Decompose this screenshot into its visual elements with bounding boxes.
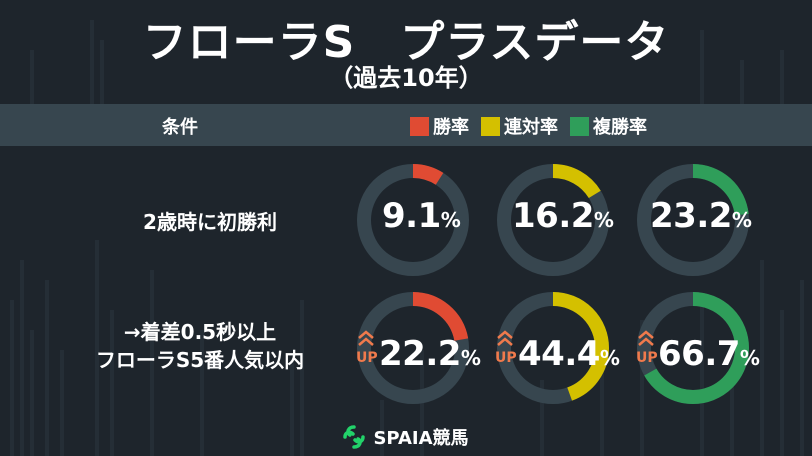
donut-win-row1 — [357, 164, 469, 276]
double-chevron-up-icon — [497, 330, 513, 346]
value-place-row2: 66.7% — [658, 334, 760, 374]
legend-label: 複勝率 — [593, 117, 647, 138]
legend-item-win: 勝率 — [410, 113, 469, 139]
donut-quinella-row1 — [497, 164, 609, 276]
legend-item-quinella: 連対率 — [481, 113, 558, 139]
donut-quinella-row2 — [497, 292, 609, 404]
double-chevron-up-icon — [358, 330, 374, 346]
up-indicator-win: UP — [356, 330, 378, 365]
footer-brand: SPAIA競馬 — [0, 424, 812, 450]
condition-header: 条件 — [162, 117, 198, 138]
value-win-row1: 9.1% — [382, 196, 461, 236]
legend-swatch-yellow — [481, 116, 500, 136]
value-quinella-row1: 16.2% — [512, 196, 614, 236]
value-win-row2: 22.2% — [379, 334, 481, 374]
legend-swatch-red — [410, 116, 429, 136]
up-indicator-place: UP — [636, 330, 658, 365]
up-indicator-quinella: UP — [495, 330, 517, 365]
table-header: 条件 勝率 連対率 複勝率 — [0, 104, 812, 146]
legend-label: 勝率 — [433, 117, 469, 138]
value-quinella-row2: 44.4% — [518, 334, 620, 374]
legend-label: 連対率 — [504, 117, 558, 138]
double-chevron-up-icon — [638, 330, 654, 346]
condition-text-line1: →着差0.5秒以上 — [123, 320, 277, 344]
spaia-logo-icon — [343, 425, 366, 449]
condition-row-1: 2歳時に初勝利 — [80, 208, 340, 236]
legend: 勝率 連対率 複勝率 — [410, 113, 651, 139]
donut-place-row1 — [637, 164, 749, 276]
donut-place-row2 — [637, 292, 749, 404]
page-subtitle: （過去10年） — [329, 64, 483, 92]
brand-name: SPAIA競馬 — [373, 428, 469, 449]
page-title: フローラS プラスデータ — [142, 17, 670, 68]
legend-swatch-green — [570, 116, 589, 136]
value-place-row1: 23.2% — [650, 196, 752, 236]
condition-text-line2: フローラS5番人気以内 — [95, 348, 305, 372]
condition-text: 2歳時に初勝利 — [143, 210, 277, 234]
condition-row-2: →着差0.5秒以上 フローラS5番人気以内 — [60, 318, 340, 374]
legend-item-place: 複勝率 — [570, 113, 647, 139]
donut-win-row2 — [357, 292, 469, 404]
